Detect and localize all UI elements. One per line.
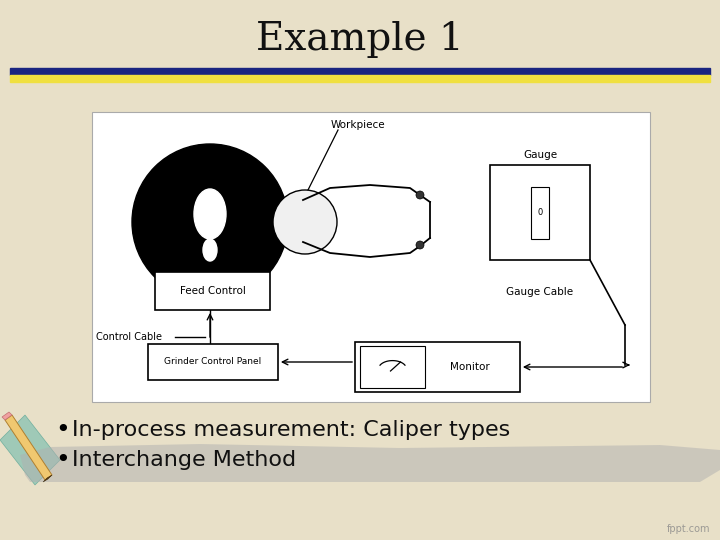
Text: Feed Control: Feed Control — [179, 286, 246, 296]
Text: •: • — [55, 418, 70, 442]
Bar — [531, 186, 549, 239]
Bar — [155, 272, 270, 310]
Ellipse shape — [203, 239, 217, 261]
Ellipse shape — [194, 189, 226, 239]
Bar — [355, 342, 520, 392]
Circle shape — [273, 190, 337, 254]
Text: •: • — [55, 448, 70, 472]
Text: Control Cable: Control Cable — [96, 332, 162, 342]
Text: In-process measurement: Caliper types: In-process measurement: Caliper types — [72, 420, 510, 440]
Circle shape — [416, 241, 424, 249]
Text: Interchange Method: Interchange Method — [72, 450, 296, 470]
Text: Grinder Control Panel: Grinder Control Panel — [164, 357, 261, 367]
Text: Monitor: Monitor — [450, 362, 490, 372]
Text: 0: 0 — [537, 208, 543, 217]
Bar — [10, 75, 710, 82]
Text: fppt.com: fppt.com — [667, 524, 710, 534]
Circle shape — [416, 191, 424, 199]
Polygon shape — [20, 444, 720, 482]
Polygon shape — [0, 415, 60, 485]
Bar — [148, 344, 278, 380]
Text: Gauge: Gauge — [523, 150, 557, 160]
Text: Gauge Cable: Gauge Cable — [506, 287, 573, 297]
Bar — [92, 112, 650, 402]
Bar — [360, 346, 425, 388]
Bar — [490, 165, 590, 260]
Polygon shape — [2, 412, 12, 420]
Text: Example 1: Example 1 — [256, 22, 464, 58]
Circle shape — [132, 144, 288, 300]
Polygon shape — [5, 415, 52, 480]
Polygon shape — [43, 475, 52, 482]
Text: Workpiece: Workpiece — [330, 120, 385, 130]
Bar — [10, 68, 710, 75]
